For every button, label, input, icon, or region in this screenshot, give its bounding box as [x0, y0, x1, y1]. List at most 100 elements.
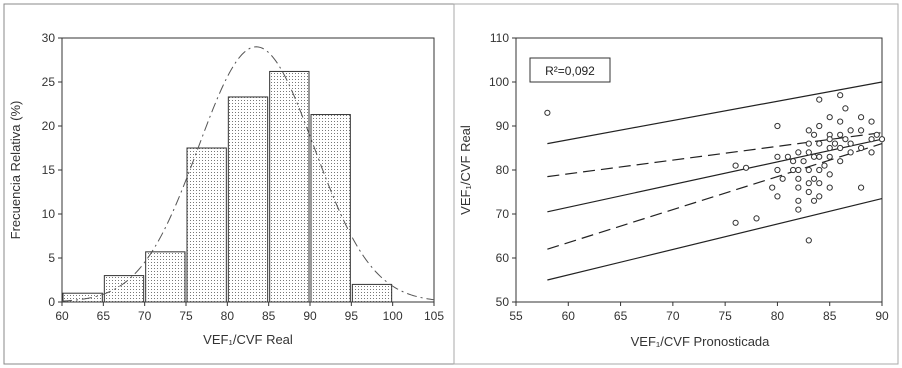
- scatter-point-31: [810, 197, 818, 204]
- scatter-x-axis: 55 60 65 70 75 80 85 90: [509, 302, 889, 323]
- scatter-point-29: [810, 153, 818, 160]
- scatter-point-36: [816, 166, 823, 174]
- scatter-point-28: [810, 131, 818, 138]
- scatter-points: [544, 92, 886, 244]
- scatter-point-18: [795, 197, 802, 204]
- scatter-point-11: [784, 153, 791, 160]
- scatter-point-3: [742, 164, 750, 171]
- histogram-bar-75-80: [186, 147, 227, 303]
- x-tick-label-60: 60: [562, 309, 576, 323]
- scatter-point-59: [857, 127, 865, 134]
- scatter-point-15: [795, 166, 802, 174]
- x-tick-label-80: 80: [221, 309, 235, 323]
- panel-divider: [453, 3, 899, 365]
- scatter-point-22: [805, 140, 812, 147]
- y-tick-label-70: 70: [496, 207, 510, 221]
- normal-curve: [61, 46, 435, 302]
- x-tick-label-80: 80: [771, 309, 785, 323]
- y-tick-label-90: 90: [496, 119, 510, 133]
- scatter-point-17: [795, 184, 802, 191]
- r-squared-box: [529, 57, 611, 83]
- scatter-point-8: [774, 166, 781, 174]
- histogram-y-axis-label: Frecuencia Relativa (%): [8, 101, 23, 240]
- x-tick-label-85: 85: [262, 309, 276, 323]
- x-tick-label-65: 65: [97, 309, 111, 323]
- scatter-point-7: [774, 153, 781, 160]
- scatter-point-49: [837, 118, 844, 125]
- histogram-y-axis: 0 5 10 15 20 25 30: [42, 31, 62, 309]
- histogram-x-axis: 60 65 70 75 80 85 90 95 100 105: [55, 302, 444, 323]
- scatter-point-37: [816, 180, 823, 187]
- scatter-point-60: [857, 144, 865, 152]
- scatter-point-13: [790, 166, 797, 174]
- scatter-point-26: [805, 188, 812, 196]
- scatter-point-54: [842, 136, 849, 143]
- x-tick-label-75: 75: [179, 309, 193, 323]
- scatter-point-66: [878, 136, 886, 143]
- histogram-panel: 60 65 70 75 80 85 90 95 100 105 0 5 10 15 20 25 30 VEF₁…: [8, 31, 444, 347]
- scatter-point-30: [810, 175, 818, 182]
- scatter-panel: 55 60 65 70 75 80 85 90 50 60 70 80 90 100 110 R²=0,0…: [458, 31, 889, 349]
- histogram-bar-60-65: [62, 292, 103, 303]
- scatter-point-58: [857, 114, 865, 121]
- x-tick-label-105: 105: [424, 309, 444, 323]
- histogram-bars: [62, 70, 393, 303]
- histogram-bar-70-75: [145, 251, 186, 303]
- scatter-point-57: [847, 149, 854, 156]
- scatter-point-45: [826, 171, 833, 178]
- scatter-point-33: [816, 122, 823, 130]
- scatter-point-38: [816, 193, 823, 200]
- x-tick-label-70: 70: [666, 309, 680, 323]
- x-tick-label-55: 55: [509, 309, 523, 323]
- scatter-point-2: [732, 162, 739, 169]
- scatter-point-55: [847, 127, 854, 134]
- scatter-point-24: [805, 166, 812, 174]
- x-tick-label-65: 65: [614, 309, 628, 323]
- y-tick-label-100: 100: [489, 75, 509, 89]
- scatter-point-32: [816, 96, 823, 103]
- y-tick-label-0: 0: [48, 295, 55, 309]
- scatter-point-44: [826, 153, 833, 160]
- scatter-point-6: [774, 122, 781, 130]
- scatter-point-34: [816, 140, 823, 147]
- x-tick-label-100: 100: [383, 309, 403, 323]
- scatter-point-5: [769, 184, 776, 191]
- scatter-point-47: [831, 140, 839, 147]
- x-tick-label-70: 70: [138, 309, 152, 323]
- scatter-point-61: [857, 184, 865, 191]
- x-tick-label-95: 95: [345, 309, 359, 323]
- histogram-x-axis-label: VEF₁/CVF Real: [203, 332, 293, 347]
- scatter-point-42: [826, 136, 833, 143]
- y-tick-label-80: 80: [496, 163, 510, 177]
- scatter-point-19: [795, 206, 802, 213]
- histogram-bar-80-85: [227, 96, 269, 303]
- prediction-lower-line: [547, 198, 883, 281]
- scatter-point-53: [842, 105, 849, 112]
- scatter-point-40: [826, 114, 833, 121]
- scatter-point-16: [795, 175, 802, 182]
- scatter-point-65: [873, 131, 880, 138]
- scatter-point-62: [868, 118, 875, 125]
- scatter-point-27: [805, 237, 812, 244]
- x-tick-label-60: 60: [55, 309, 69, 323]
- histogram-bar-95-100: [351, 283, 393, 303]
- scatter-point-51: [837, 144, 844, 152]
- prediction-upper-line: [547, 81, 883, 145]
- y-tick-label-110: 110: [490, 31, 509, 45]
- regression-line: [547, 138, 883, 213]
- y-tick-label-10: 10: [42, 207, 56, 221]
- x-tick-label-90: 90: [303, 309, 317, 323]
- scatter-y-axis-label: VEF₁/CVF Real: [458, 125, 473, 215]
- x-tick-label-75: 75: [718, 309, 732, 323]
- y-tick-label-5: 5: [48, 251, 55, 265]
- scatter-point-48: [837, 92, 844, 99]
- y-tick-label-25: 25: [42, 75, 56, 89]
- scatter-point-1: [732, 219, 739, 226]
- x-tick-label-85: 85: [823, 309, 837, 323]
- histogram-bar-65-70: [103, 275, 145, 303]
- y-tick-label-20: 20: [42, 119, 56, 133]
- scatter-point-43: [826, 144, 833, 152]
- y-tick-label-50: 50: [496, 295, 510, 309]
